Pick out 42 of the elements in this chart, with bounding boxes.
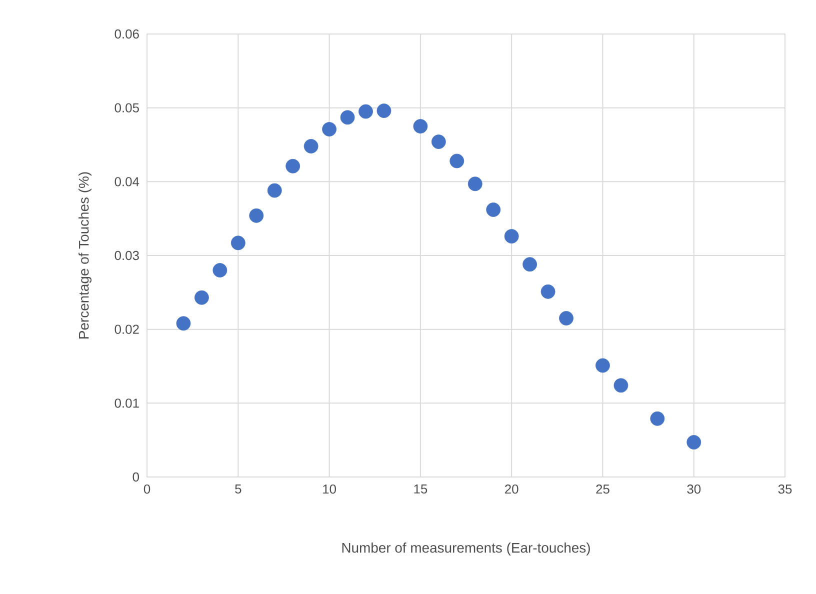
point	[304, 139, 318, 154]
point	[249, 208, 264, 223]
point	[212, 263, 228, 278]
y-tick-label: 0.04	[114, 177, 140, 186]
point	[468, 176, 482, 192]
point	[559, 311, 574, 326]
point	[540, 284, 556, 299]
point	[486, 202, 501, 217]
point	[358, 104, 373, 119]
point	[322, 122, 336, 136]
point	[650, 411, 665, 426]
point	[522, 257, 538, 272]
y-tick-label: 0.01	[114, 398, 139, 408]
x-tick-label: 15	[414, 484, 428, 494]
point	[230, 236, 246, 250]
point	[504, 229, 519, 244]
x-tick-label: 30	[687, 484, 701, 494]
point	[431, 134, 446, 149]
x-tick-label: 10	[323, 484, 336, 494]
x-tick-label: 25	[596, 484, 610, 494]
point	[286, 158, 300, 174]
point	[340, 110, 355, 125]
x-tick-label: 5	[235, 484, 242, 494]
point	[686, 435, 702, 450]
x-tick-label: 20	[505, 484, 518, 494]
x-tick-label: 35	[778, 484, 792, 494]
point	[450, 154, 464, 168]
point	[614, 378, 628, 393]
x-tick-label: 0	[144, 484, 150, 494]
point	[176, 316, 191, 331]
y-tick-label: 0.06	[114, 29, 139, 39]
y-tick-label: 0.02	[114, 324, 139, 334]
point	[194, 290, 209, 305]
y-tick-label: 0.03	[114, 250, 139, 260]
x-axis-title: Number of measurements (Ear-touches)	[342, 542, 590, 556]
y-tick-label: 0.05	[114, 103, 139, 112]
point	[596, 358, 610, 373]
point	[376, 104, 392, 118]
y-axis-title: Percentage of Touches (%)	[78, 172, 92, 338]
point	[267, 183, 282, 198]
point	[413, 119, 428, 134]
y-tick-label: 0	[132, 472, 139, 482]
